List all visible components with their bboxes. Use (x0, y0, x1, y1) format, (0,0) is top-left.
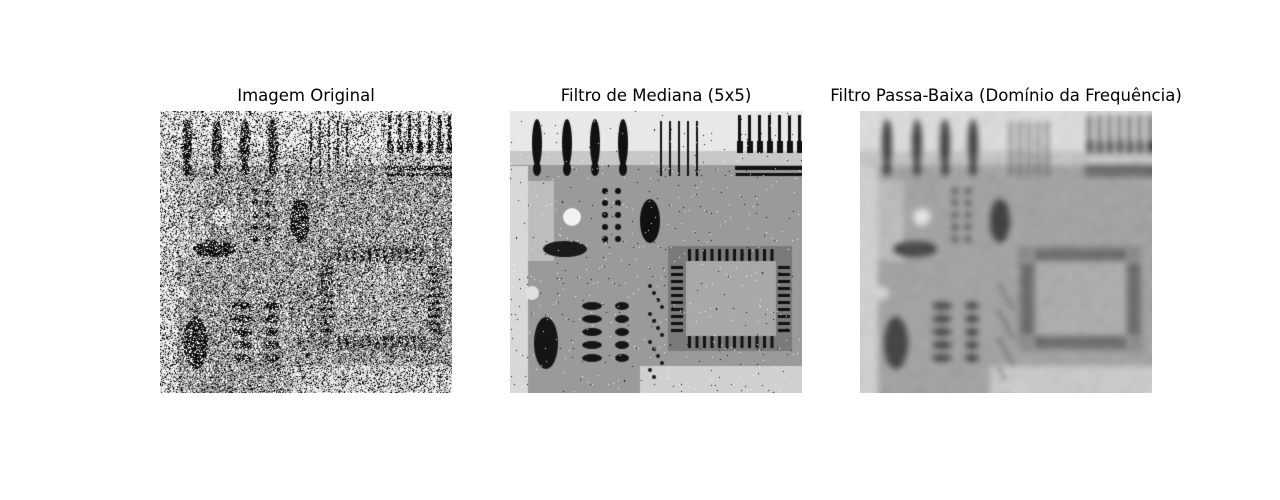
panel-lowpass: Filtro Passa-Baixa (Domínio da Frequênci… (830, 86, 1182, 396)
image-lowpass-filter (860, 111, 1152, 393)
panel-title-median: Filtro de Mediana (5x5) (560, 86, 752, 105)
panel-title-lowpass: Filtro Passa-Baixa (Domínio da Frequênci… (830, 86, 1182, 105)
panel-original: Imagem Original (160, 86, 452, 396)
panel-median: Filtro de Mediana (5x5) (510, 86, 802, 396)
image-original (160, 111, 452, 393)
panel-title-original: Imagem Original (237, 86, 375, 105)
image-median-filter (510, 111, 802, 393)
